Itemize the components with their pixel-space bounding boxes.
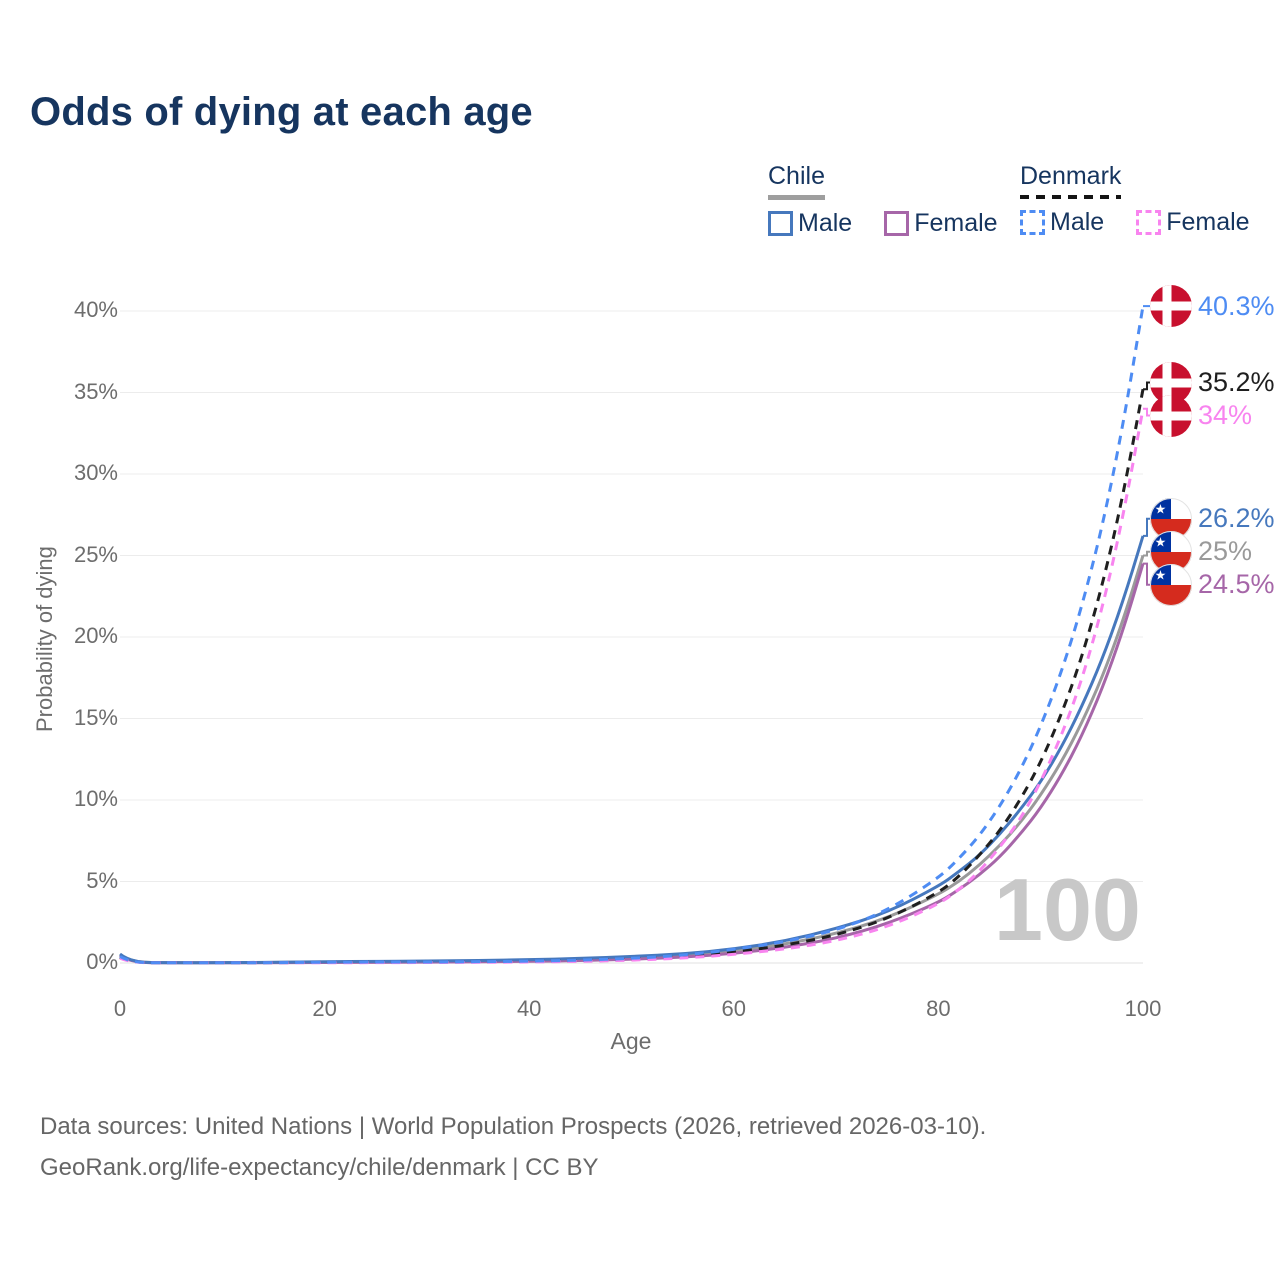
- end-connector-chile-male: [1143, 517, 1151, 537]
- y-tick-10: 10%: [73, 786, 118, 811]
- end-connector-chile-both: [1143, 550, 1151, 557]
- legend-group-chile: Chile Male Female: [768, 162, 998, 238]
- legend-item-denmark-male[interactable]: Male: [1020, 208, 1104, 237]
- denmark-dashed-line-sample: [1020, 195, 1122, 199]
- legend-chile-header: Chile: [768, 162, 825, 200]
- chile-flag-icon: ★: [1150, 563, 1192, 606]
- legend-item-chile-male[interactable]: Male: [768, 209, 852, 238]
- end-label-value-chile-male: 26.2%: [1198, 503, 1275, 534]
- end-label-denmark-both: 35.2%: [1150, 361, 1275, 404]
- denmark-flag-icon: [1150, 285, 1192, 328]
- svg-text:★: ★: [1155, 535, 1167, 550]
- x-tick-100: 100: [1124, 996, 1162, 1021]
- legend-chile-male-label: Male: [798, 209, 853, 237]
- series-line-denmark-male: [119, 305, 1145, 965]
- svg-text:★: ★: [1155, 502, 1167, 517]
- denmark-female-swatch-icon: [1136, 210, 1162, 235]
- end-label-denmark-female: 34%: [1150, 394, 1253, 437]
- chile-female-swatch-icon: [884, 211, 910, 236]
- series-line-chile-male: [119, 535, 1145, 965]
- svg-text:★: ★: [1155, 568, 1167, 583]
- series-line-denmark-both: [119, 388, 1145, 965]
- x-tick-20: 20: [312, 996, 337, 1021]
- legend-denmark-title: Denmark: [1020, 162, 1122, 190]
- y-tick-20: 20%: [73, 623, 118, 648]
- x-axis-title: Age: [610, 1028, 652, 1054]
- legend-denmark-header: Denmark: [1020, 162, 1122, 199]
- end-label-value-denmark-both: 35.2%: [1198, 367, 1275, 398]
- end-label-value-denmark-female: 34%: [1198, 400, 1253, 431]
- end-label-denmark-male: 40.3%: [1150, 285, 1275, 328]
- legend-item-denmark-female[interactable]: Female: [1136, 208, 1250, 237]
- footer-sources-line: Data sources: United Nations | World Pop…: [40, 1113, 987, 1140]
- legend-denmark-male-label: Male: [1050, 208, 1105, 236]
- y-tick-15: 15%: [73, 704, 118, 730]
- chile-solid-line-sample: [768, 195, 825, 200]
- x-tick-80: 80: [926, 996, 951, 1021]
- end-label-value-chile-female: 24.5%: [1198, 569, 1275, 600]
- legend-chile-title: Chile: [768, 162, 825, 190]
- y-tick-5: 5%: [86, 867, 118, 893]
- legend-denmark-female-label: Female: [1166, 208, 1250, 236]
- x-tick-60: 60: [721, 996, 747, 1021]
- x-tick-0: 0: [113, 996, 127, 1021]
- page-title: Odds of dying at each age: [30, 90, 533, 134]
- legend-denmark-row: Male Female: [1020, 208, 1250, 237]
- end-label-value-chile-both: 25%: [1198, 536, 1253, 567]
- footer: Data sources: United Nations | World Pop…: [40, 1106, 986, 1188]
- denmark-flag-icon: [1150, 394, 1192, 437]
- chile-male-swatch-icon: [768, 211, 793, 236]
- end-connector-denmark-female: [1143, 407, 1151, 417]
- series-line-chile-female: [119, 563, 1145, 965]
- legend-chile-row: Male Female: [768, 209, 998, 238]
- end-label-chile-male: ★ 26.2%: [1150, 497, 1275, 540]
- y-tick-35: 35%: [73, 378, 118, 404]
- series-line-chile-both: [119, 555, 1145, 965]
- end-connector-denmark-both: [1143, 381, 1151, 391]
- legend-item-chile-female[interactable]: Female: [884, 209, 998, 238]
- y-tick-0: 0%: [86, 949, 118, 974]
- y-tick-40: 40%: [73, 297, 118, 322]
- series-line-denmark-female: [119, 408, 1145, 965]
- denmark-male-swatch-icon: [1020, 210, 1045, 235]
- y-axis-title: Probability of dying: [32, 546, 57, 732]
- legend-chile-female-label: Female: [914, 209, 998, 237]
- end-label-chile-female: ★ 24.5%: [1150, 563, 1275, 606]
- age-watermark: 100: [994, 860, 1141, 959]
- y-tick-25: 25%: [73, 541, 118, 567]
- end-label-chile-both: ★ 25%: [1150, 530, 1253, 573]
- footer-link-line: GeoRank.org/life-expectancy/chile/denmar…: [40, 1154, 599, 1181]
- x-tick-40: 40: [516, 996, 542, 1021]
- end-label-value-denmark-male: 40.3%: [1198, 290, 1275, 321]
- end-connector-chile-female: [1143, 562, 1151, 586]
- y-tick-30: 30%: [73, 460, 118, 485]
- chile-flag-icon: ★: [1150, 530, 1192, 573]
- legend-group-denmark: Denmark Male Female: [1020, 162, 1250, 237]
